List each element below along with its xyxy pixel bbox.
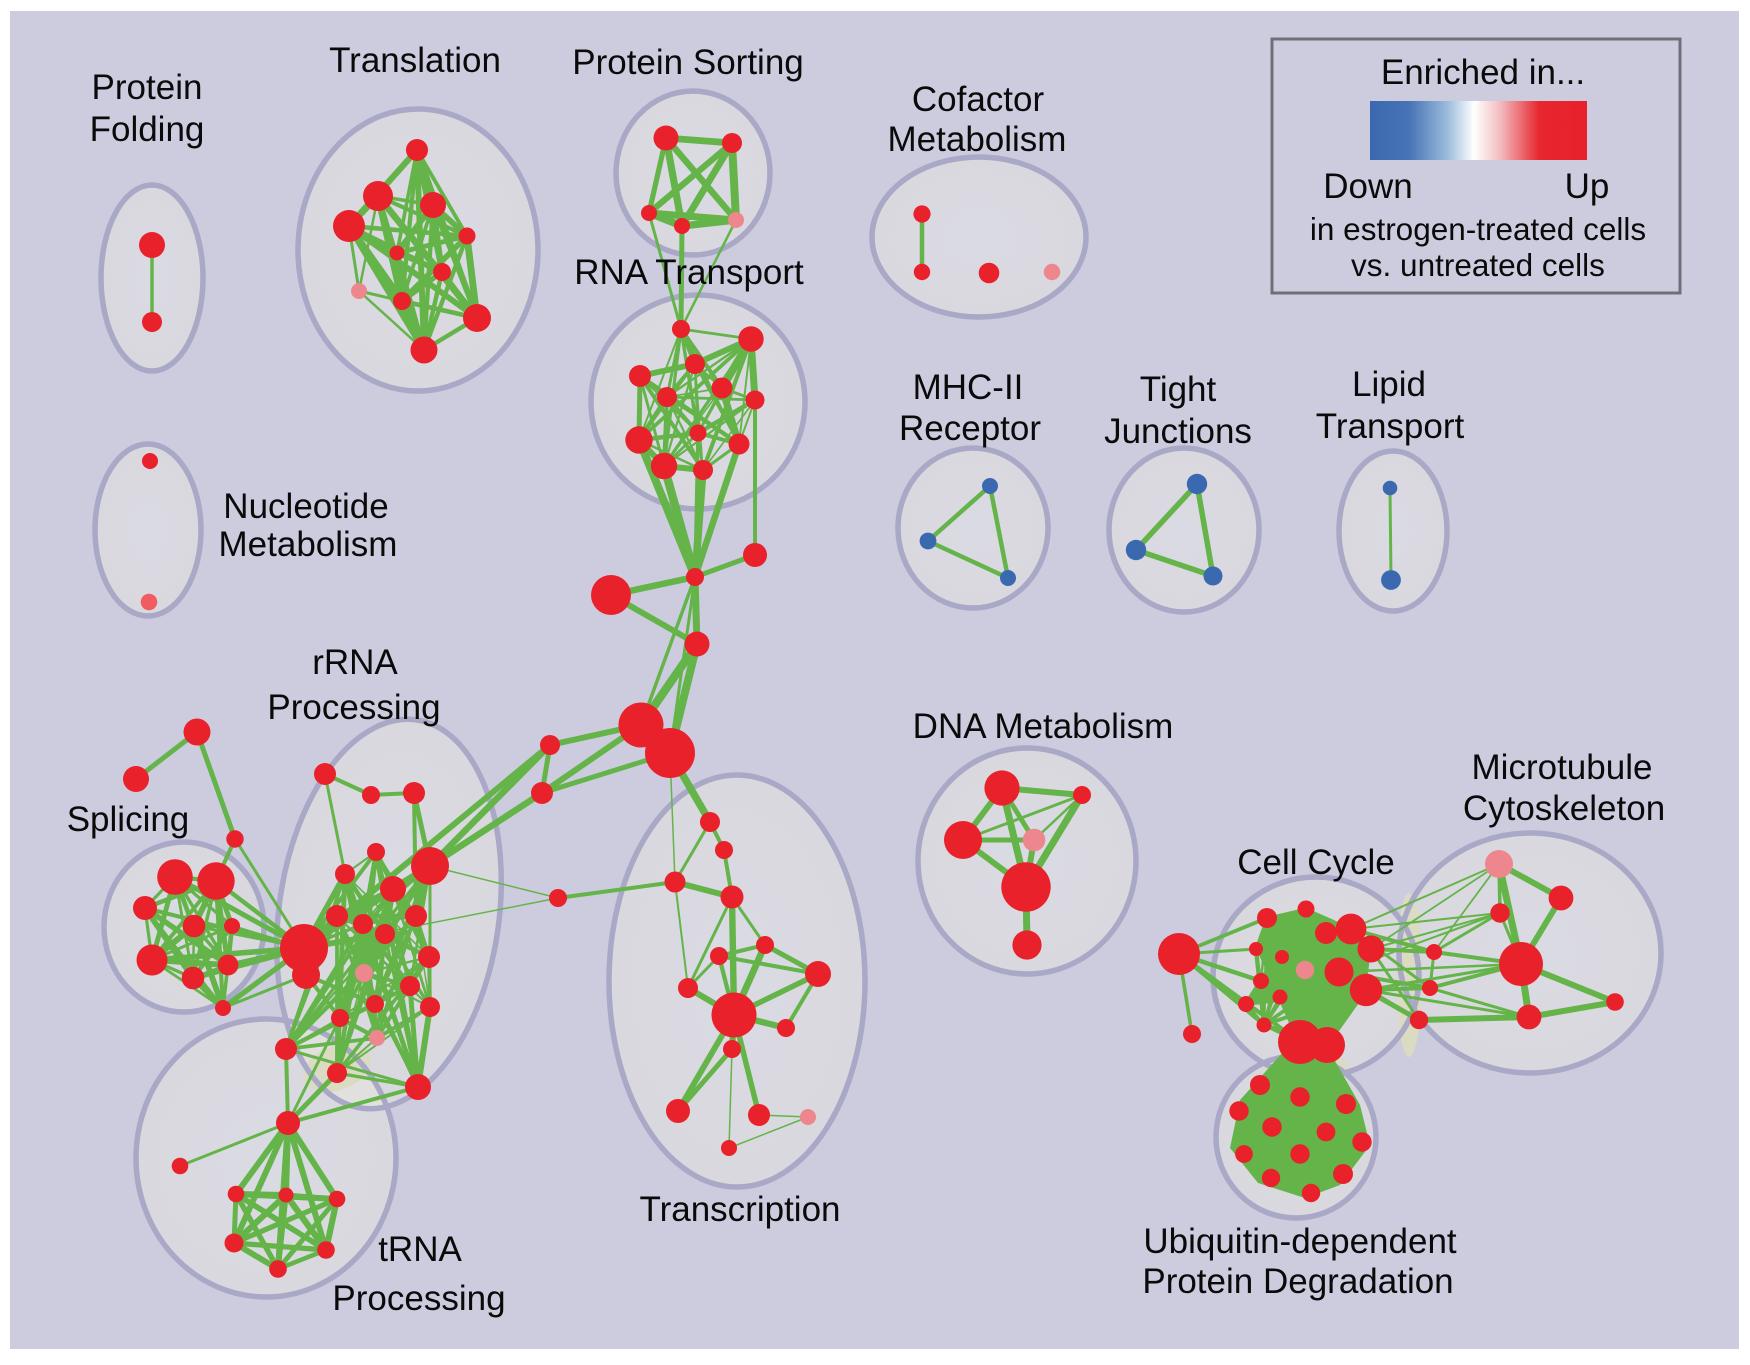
svg-text:Cofactor: Cofactor	[912, 80, 1045, 119]
svg-text:MHC-II: MHC-II	[913, 368, 1024, 407]
svg-text:Translation: Translation	[329, 41, 501, 80]
svg-text:Enriched in...: Enriched in...	[1381, 53, 1585, 92]
svg-text:Processing: Processing	[267, 688, 440, 727]
svg-text:Processing: Processing	[332, 1279, 505, 1318]
svg-text:vs. untreated cells: vs. untreated cells	[1351, 247, 1605, 283]
svg-text:Metabolism: Metabolism	[888, 120, 1067, 159]
svg-text:Lipid: Lipid	[1352, 365, 1426, 404]
svg-text:Nucleotide: Nucleotide	[223, 487, 388, 526]
svg-text:Splicing: Splicing	[67, 800, 190, 839]
svg-text:tRNA: tRNA	[378, 1230, 462, 1269]
svg-text:Junctions: Junctions	[1104, 412, 1252, 451]
svg-text:Metabolism: Metabolism	[219, 525, 398, 564]
svg-text:Microtubule: Microtubule	[1472, 748, 1653, 787]
svg-text:Folding: Folding	[90, 110, 205, 149]
svg-text:Tight: Tight	[1140, 370, 1217, 409]
svg-text:in estrogen-treated cells: in estrogen-treated cells	[1310, 211, 1646, 247]
svg-text:Cell Cycle: Cell Cycle	[1237, 843, 1395, 882]
svg-text:Protein Sorting: Protein Sorting	[572, 43, 804, 82]
svg-text:Transcription: Transcription	[640, 1190, 841, 1229]
svg-text:rRNA: rRNA	[312, 643, 398, 682]
svg-text:DNA Metabolism: DNA Metabolism	[913, 707, 1174, 746]
svg-text:Transport: Transport	[1316, 407, 1465, 446]
svg-text:Down: Down	[1323, 167, 1412, 206]
svg-text:Receptor: Receptor	[899, 409, 1041, 448]
svg-text:Ubiquitin-dependent: Ubiquitin-dependent	[1143, 1222, 1457, 1261]
svg-text:Cytoskeleton: Cytoskeleton	[1463, 789, 1665, 828]
svg-text:Up: Up	[1565, 167, 1610, 206]
svg-text:Protein: Protein	[92, 68, 203, 107]
svg-text:RNA Transport: RNA Transport	[574, 253, 804, 292]
svg-text:Protein Degradation: Protein Degradation	[1142, 1262, 1453, 1301]
